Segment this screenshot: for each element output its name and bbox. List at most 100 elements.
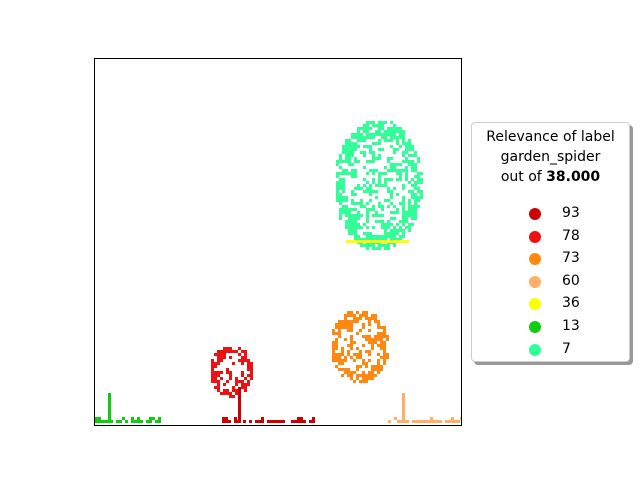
relevance-pixel-73 bbox=[338, 356, 341, 359]
relevance-pixel-73 bbox=[368, 335, 371, 338]
relevance-pixel-73 bbox=[371, 371, 374, 374]
relevance-pixel-7 bbox=[345, 169, 348, 172]
relevance-pixel-7 bbox=[345, 226, 348, 229]
relevance-pixel-7 bbox=[348, 145, 351, 148]
relevance-pixel-7 bbox=[408, 229, 411, 232]
relevance-pixel-73 bbox=[377, 359, 380, 362]
relevance-pixel-7 bbox=[369, 244, 372, 247]
relevance-pixel-36 bbox=[373, 240, 376, 243]
relevance-pixel-60 bbox=[394, 417, 397, 420]
relevance-pixel-7 bbox=[360, 205, 363, 208]
relevance-pixel-73 bbox=[386, 356, 389, 359]
relevance-pixel-7 bbox=[372, 247, 375, 250]
relevance-pixel-7 bbox=[342, 184, 345, 187]
relevance-pixel-7 bbox=[357, 160, 360, 163]
relevance-pixel-7 bbox=[390, 211, 393, 214]
relevance-pixel-7 bbox=[387, 232, 390, 235]
relevance-pixel-7 bbox=[387, 244, 390, 247]
relevance-pixel-73 bbox=[344, 326, 347, 329]
relevance-pixel-7 bbox=[378, 202, 381, 205]
relevance-pixel-7 bbox=[375, 214, 378, 217]
relevance-pixel-93 bbox=[234, 420, 237, 423]
relevance-pixel-7 bbox=[372, 142, 375, 145]
relevance-pixel-7 bbox=[378, 121, 381, 124]
relevance-pixel-73 bbox=[380, 326, 383, 329]
relevance-pixel-73 bbox=[341, 362, 344, 365]
relevance-pixel-93 bbox=[258, 420, 261, 423]
relevance-pixel-73 bbox=[335, 347, 338, 350]
relevance-pixel-73 bbox=[338, 359, 341, 362]
relevance-pixel-7 bbox=[396, 178, 399, 181]
relevance-pixel-7 bbox=[363, 139, 366, 142]
relevance-pixel-78 bbox=[223, 392, 226, 395]
relevance-pixel-73 bbox=[380, 338, 383, 341]
relevance-pixel-7 bbox=[354, 148, 357, 151]
relevance-pixel-7 bbox=[384, 235, 387, 238]
relevance-pixel-7 bbox=[354, 202, 357, 205]
relevance-pixel-7 bbox=[384, 166, 387, 169]
relevance-pixel-7 bbox=[393, 211, 396, 214]
relevance-pixel-7 bbox=[351, 208, 354, 211]
relevance-pixel-7 bbox=[345, 151, 348, 154]
relevance-pixel-7 bbox=[414, 211, 417, 214]
relevance-pixel-73 bbox=[383, 362, 386, 365]
relevance-pixel-73 bbox=[341, 353, 344, 356]
relevance-pixel-73 bbox=[347, 323, 350, 326]
relevance-pixel-78 bbox=[214, 386, 217, 389]
relevance-pixel-73 bbox=[338, 362, 341, 365]
relevance-pixel-73 bbox=[338, 326, 341, 329]
relevance-pixel-78 bbox=[226, 380, 229, 383]
relevance-pixel-7 bbox=[366, 160, 369, 163]
relevance-pixel-7 bbox=[360, 151, 363, 154]
relevance-pixel-7 bbox=[375, 133, 378, 136]
relevance-pixel-60 bbox=[436, 420, 439, 423]
relevance-pixel-7 bbox=[408, 163, 411, 166]
relevance-pixel-73 bbox=[356, 377, 359, 380]
relevance-pixel-78 bbox=[247, 368, 250, 371]
relevance-pixel-73 bbox=[356, 311, 359, 314]
relevance-pixel-73 bbox=[344, 356, 347, 359]
relevance-pixel-78 bbox=[250, 374, 253, 377]
relevance-pixel-73 bbox=[350, 371, 353, 374]
relevance-pixel-7 bbox=[363, 205, 366, 208]
relevance-pixel-60 bbox=[454, 420, 457, 423]
relevance-pixel-73 bbox=[350, 341, 353, 344]
relevance-pixel-7 bbox=[387, 157, 390, 160]
relevance-pixel-7 bbox=[366, 238, 369, 241]
relevance-pixel-7 bbox=[351, 172, 354, 175]
relevance-pixel-7 bbox=[369, 148, 372, 151]
relevance-pixel-7 bbox=[411, 196, 414, 199]
relevance-pixel-7 bbox=[393, 169, 396, 172]
relevance-pixel-7 bbox=[384, 199, 387, 202]
relevance-pixel-7 bbox=[351, 142, 354, 145]
legend-marker bbox=[529, 253, 541, 266]
relevance-pixel-7 bbox=[366, 121, 369, 124]
relevance-pixel-7 bbox=[348, 223, 351, 226]
relevance-pixel-7 bbox=[354, 172, 357, 175]
relevance-pixel-78 bbox=[223, 356, 226, 359]
relevance-pixel-73 bbox=[335, 356, 338, 359]
relevance-pixel-7 bbox=[360, 199, 363, 202]
relevance-pixel-7 bbox=[390, 127, 393, 130]
relevance-pixel-73 bbox=[350, 347, 353, 350]
relevance-pixel-7 bbox=[414, 187, 417, 190]
relevance-pixel-7 bbox=[411, 190, 414, 193]
relevance-pixel-7 bbox=[378, 172, 381, 175]
relevance-pixel-73 bbox=[371, 344, 374, 347]
relevance-pixel-7 bbox=[351, 214, 354, 217]
relevance-pixel-73 bbox=[344, 338, 347, 341]
relevance-pixel-73 bbox=[380, 347, 383, 350]
relevance-pixel-73 bbox=[341, 359, 344, 362]
relevance-pixel-78 bbox=[226, 368, 229, 371]
relevance-pixel-7 bbox=[372, 124, 375, 127]
relevance-pixel-73 bbox=[338, 329, 341, 332]
relevance-pixel-7 bbox=[381, 214, 384, 217]
relevance-pixel-60 bbox=[400, 420, 403, 423]
relevance-pixel-60 bbox=[402, 414, 405, 417]
relevance-pixel-7 bbox=[402, 229, 405, 232]
relevance-pixel-78 bbox=[244, 356, 247, 359]
relevance-pixel-7 bbox=[414, 181, 417, 184]
relevance-pixel-13 bbox=[149, 420, 152, 423]
relevance-pixel-78 bbox=[217, 371, 220, 374]
relevance-pixel-7 bbox=[351, 154, 354, 157]
